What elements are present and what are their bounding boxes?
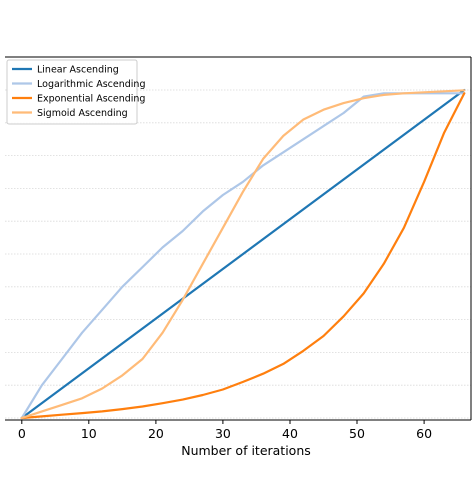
x-tick-label: 10: [81, 426, 97, 441]
legend-box: [6, 59, 138, 125]
legend-label: Logarithmic Ascending: [37, 79, 145, 90]
x-axis-label: Number of iterations: [181, 443, 311, 458]
series-line: [20, 88, 466, 420]
x-tick-label: 60: [416, 426, 432, 441]
legend: Linear Ascending Logarithmic Ascending Exp…: [6, 59, 145, 125]
x-tick-label: 40: [282, 426, 298, 441]
series-line: [20, 92, 466, 420]
axes: [5, 56, 472, 421]
x-tick-label: 0: [18, 426, 26, 441]
x-tick-label: 30: [215, 426, 231, 441]
x-tick-label: 20: [148, 426, 164, 441]
legend-label: Linear Ascending: [37, 65, 119, 76]
x-tick-label: 50: [349, 426, 365, 441]
grid: [5, 89, 471, 419]
series-lines: [20, 88, 466, 420]
legend-label: Sigmoid Ascending: [37, 108, 128, 119]
series-line: [20, 89, 466, 420]
legend-label: Exponential Ascending: [37, 94, 145, 105]
x-ticks: 0 10 20 30 40 50 60: [18, 420, 432, 441]
